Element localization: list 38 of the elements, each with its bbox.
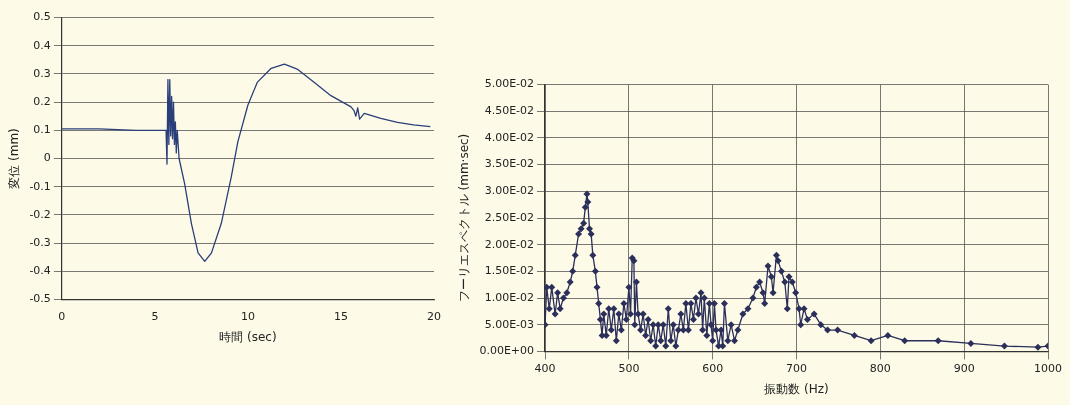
x-tick-label: 0 [58, 309, 66, 323]
x-tick-label: 5 [151, 309, 159, 323]
y-tick-label: 0.00E+00 [479, 344, 535, 358]
y-tick-label: 5.00E-03 [484, 317, 535, 331]
x-tick-label: 800 [869, 361, 891, 375]
y-tick-label: 1.50E-02 [484, 264, 535, 278]
x-tick-label: 10 [240, 309, 255, 323]
x-tick-label: 15 [333, 309, 348, 323]
y-tick-label: 0.3 [33, 66, 51, 80]
y-tick-label: 3.00E-02 [484, 184, 535, 198]
y-tick-label: -0.1 [29, 179, 51, 193]
x-tick-label: 600 [702, 361, 724, 375]
y-tick-label: -0.2 [29, 207, 51, 221]
y-tick-label: 2.00E-02 [484, 237, 535, 251]
y-tick-label: 2.50E-02 [484, 210, 535, 224]
y-tick-label: 0.5 [33, 10, 51, 24]
y-tick-label: -0.4 [29, 264, 51, 278]
x-tick-label: 1000 [1034, 361, 1062, 375]
y-tick-label: 0.4 [33, 38, 51, 52]
y-tick-label: 0.2 [33, 95, 51, 108]
x-tick-label: 20 [427, 309, 441, 323]
y-tick-label: -0.5 [29, 292, 51, 306]
y-axis-title: フーリエスペクトル (mm·sec) [457, 133, 472, 303]
y-tick-label: 0 [43, 151, 51, 165]
x-tick-label: 700 [786, 361, 808, 375]
y-tick-label: -0.3 [29, 235, 51, 249]
y-tick-label: 0.1 [33, 123, 51, 137]
y-tick-label: 4.50E-02 [484, 104, 535, 118]
y-tick-label: 5.00E-02 [484, 77, 535, 91]
y-tick-label: 4.00E-02 [484, 130, 535, 144]
y-tick-label: 1.00E-02 [484, 290, 535, 304]
y-tick-label: 3.50E-02 [484, 157, 535, 171]
x-axis-title: 時間 (sec) [219, 329, 277, 344]
y-axis-title: 変位 (mm) [7, 128, 22, 189]
x-axis-title: 振動数 (Hz) [764, 381, 829, 396]
x-tick-label: 500 [618, 361, 640, 375]
x-tick-label: 900 [953, 361, 975, 375]
x-tick-label: 400 [534, 361, 556, 375]
